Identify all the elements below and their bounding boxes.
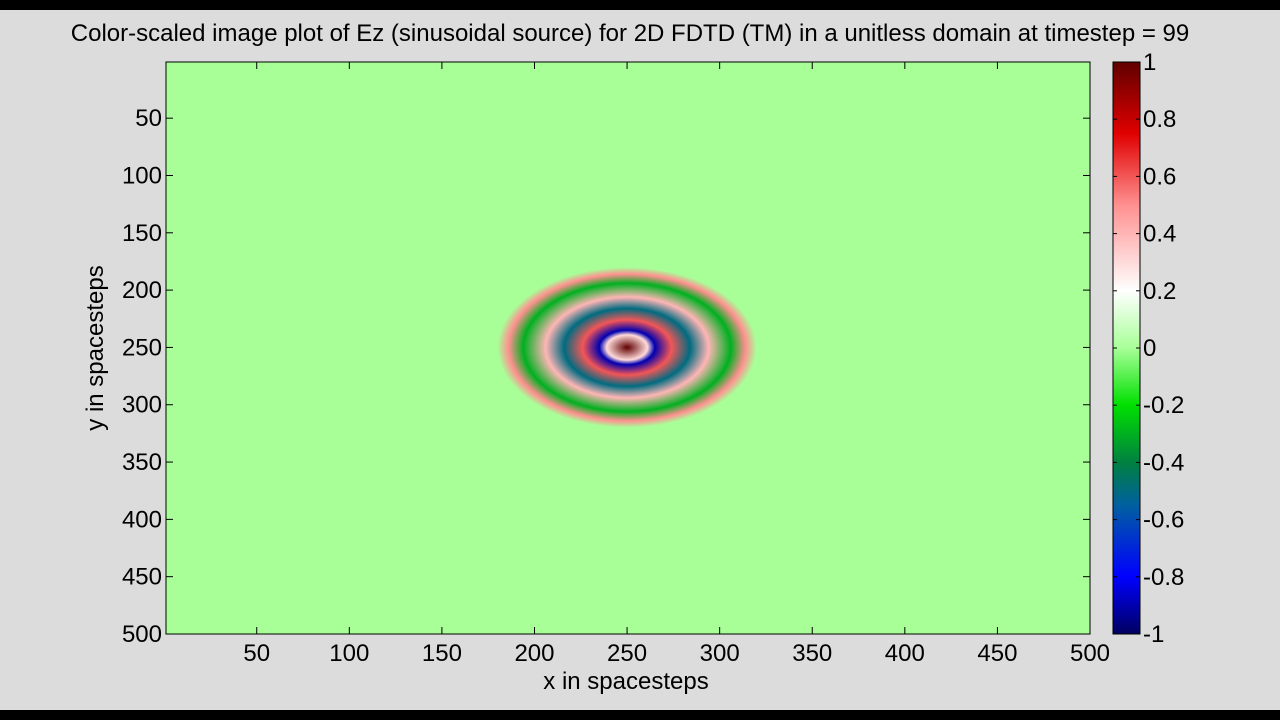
y-tick-label: 350 [122, 449, 162, 476]
colorbar-tick-label: 0.4 [1143, 221, 1176, 248]
plot-frame [165, 61, 1091, 635]
colorbar-tick-label: -0.2 [1143, 392, 1184, 419]
x-tick-label: 100 [329, 640, 369, 667]
bottom-letterbox-bar [0, 710, 1280, 720]
y-tick-label: 200 [122, 277, 162, 304]
colorbar-tick-label: 0.2 [1143, 278, 1176, 305]
colorbar [1112, 61, 1141, 635]
wave-rings [497, 267, 757, 428]
y-tick-label: 250 [122, 334, 162, 361]
colorbar-tick-label: -0.4 [1143, 449, 1184, 476]
y-tick-label: 400 [122, 506, 162, 533]
colorbar-tick-label: 0 [1143, 335, 1156, 362]
y-tick-labels: 50 100 150 200 250 300 350 400 450 500 [122, 105, 162, 648]
colorbar-ticks [1113, 61, 1140, 635]
x-tick-label: 200 [514, 640, 554, 667]
chart-title: Color-scaled image plot of Ez (sinusoida… [71, 20, 1189, 47]
x-tick-label: 500 [1070, 640, 1110, 667]
colorbar-tick-label: -0.8 [1143, 564, 1184, 591]
y-tick-label: 150 [122, 220, 162, 247]
colorbar-tick-label: -1 [1143, 621, 1164, 648]
y-tick-label: 500 [122, 621, 162, 648]
colorbar-tick-label: 0.6 [1143, 163, 1176, 190]
x-tick-label: 50 [243, 640, 270, 667]
x-tick-label: 150 [422, 640, 462, 667]
x-tick-label: 400 [885, 640, 925, 667]
x-tick-label: 450 [977, 640, 1017, 667]
colorbar-tick-label: 1 [1143, 49, 1156, 76]
top-letterbox-bar [0, 0, 1280, 10]
x-tick-labels: 50 100 150 200 250 300 350 400 450 500 [243, 640, 1110, 667]
y-tick-label: 300 [122, 392, 162, 419]
x-tick-label: 250 [607, 640, 647, 667]
colorbar-tick-label: -0.6 [1143, 507, 1184, 534]
x-tick-label: 350 [792, 640, 832, 667]
y-tick-label: 50 [135, 105, 162, 132]
colorbar-tick-labels: 1 0.8 0.6 0.4 0.2 0 -0.2 -0.4 -0.6 -0.8 -1 [1143, 49, 1184, 648]
y-axis-label: y in spacesteps [82, 265, 109, 430]
y-tick-label: 100 [122, 162, 162, 189]
x-tick-label: 300 [700, 640, 740, 667]
colorbar-tick-label: 0.8 [1143, 106, 1176, 133]
x-axis-label: x in spacesteps [543, 668, 708, 695]
y-tick-label: 450 [122, 564, 162, 591]
